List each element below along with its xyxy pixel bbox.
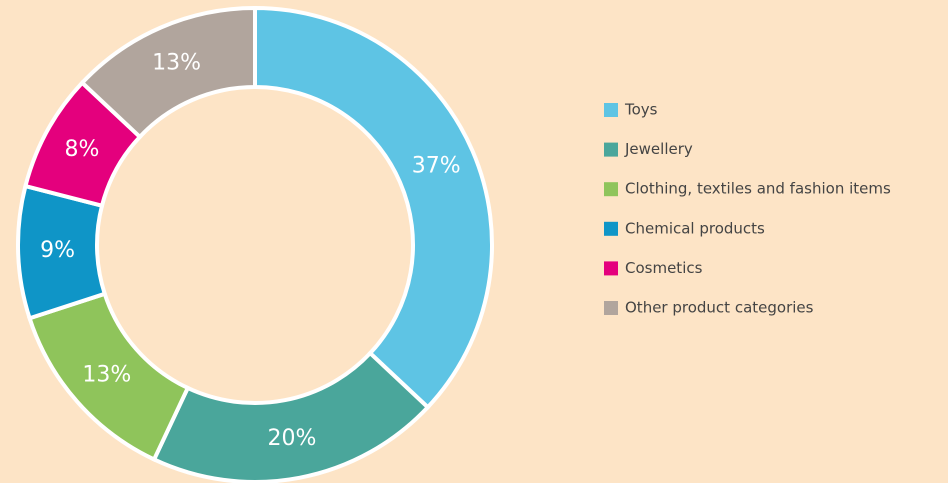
legend-swatch <box>604 182 618 197</box>
legend-label: Jewellery <box>624 140 693 158</box>
donut-segment <box>253 5 494 411</box>
legend-label: Clothing, textiles and fashion items <box>625 180 891 198</box>
donut-segment <box>151 350 431 483</box>
data-label: 37% <box>412 154 461 179</box>
donut-segment <box>79 5 257 140</box>
legend-label: Toys <box>624 101 658 119</box>
legend-swatch <box>604 301 618 315</box>
legend-label: Chemical products <box>625 219 765 237</box>
data-label: 13% <box>82 363 131 388</box>
legend-label: Other product categories <box>625 299 814 317</box>
data-label: 20% <box>268 426 317 451</box>
data-label: 8% <box>64 137 99 162</box>
legend-swatch <box>604 103 618 117</box>
legend-swatch <box>604 142 618 157</box>
legend-label: Cosmetics <box>625 259 703 277</box>
data-label: 9% <box>40 238 75 263</box>
data-label: 13% <box>152 51 201 76</box>
legend-swatch <box>604 261 618 276</box>
legend-swatch <box>604 221 618 236</box>
